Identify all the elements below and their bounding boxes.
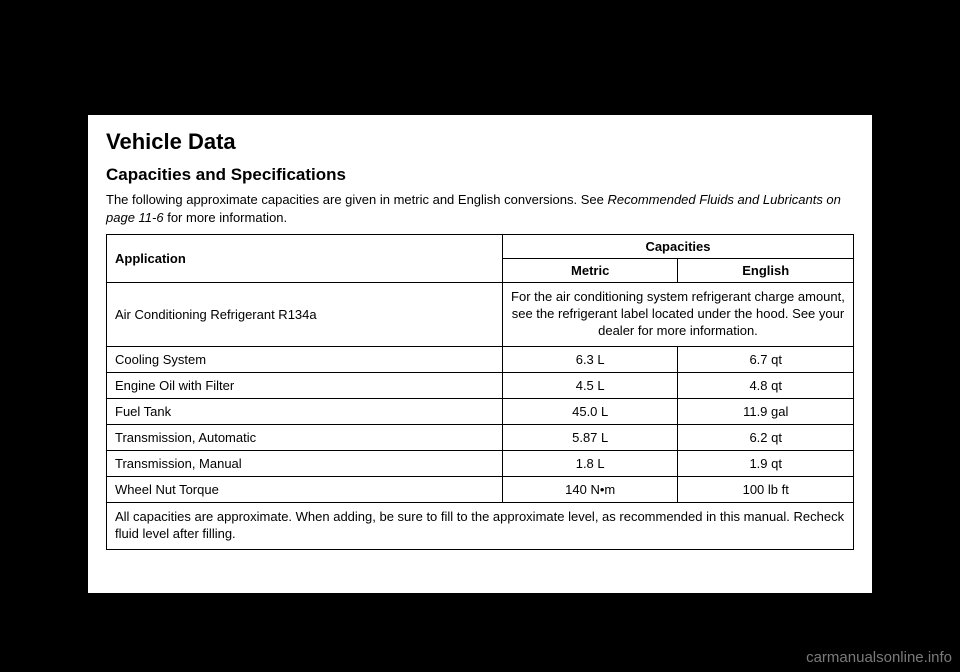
header-capacities: Capacities xyxy=(502,235,853,259)
cell-application: Engine Oil with Filter xyxy=(107,372,503,398)
table-row: Cooling System 6.3 L 6.7 qt xyxy=(107,346,854,372)
cell-metric: 1.8 L xyxy=(502,450,678,476)
watermark-text: carmanualsonline.info xyxy=(806,649,952,666)
table-footer-row: All capacities are approximate. When add… xyxy=(107,502,854,549)
intro-prefix: The following approximate capacities are… xyxy=(106,192,607,207)
table-row: Engine Oil with Filter 4.5 L 4.8 qt xyxy=(107,372,854,398)
manual-page: Vehicle Data Capacities and Specificatio… xyxy=(88,115,872,593)
cell-metric: 4.5 L xyxy=(502,372,678,398)
cell-application: Fuel Tank xyxy=(107,398,503,424)
intro-text: The following approximate capacities are… xyxy=(106,191,854,226)
cell-metric: 140 N•m xyxy=(502,476,678,502)
cell-application: Air Conditioning Refrigerant R134a xyxy=(107,283,503,347)
table-row: Air Conditioning Refrigerant R134a For t… xyxy=(107,283,854,347)
table-row: Transmission, Manual 1.8 L 1.9 qt xyxy=(107,450,854,476)
cell-english: 4.8 qt xyxy=(678,372,854,398)
cell-english: 6.2 qt xyxy=(678,424,854,450)
cell-english: 1.9 qt xyxy=(678,450,854,476)
header-english: English xyxy=(678,259,854,283)
cell-english: 6.7 qt xyxy=(678,346,854,372)
header-application: Application xyxy=(107,235,503,283)
table-header-row: Application Capacities xyxy=(107,235,854,259)
cell-application: Wheel Nut Torque xyxy=(107,476,503,502)
table-row: Wheel Nut Torque 140 N•m 100 lb ft xyxy=(107,476,854,502)
intro-suffix: for more information. xyxy=(164,210,288,225)
header-metric: Metric xyxy=(502,259,678,283)
page-title: Vehicle Data xyxy=(106,129,854,155)
cell-english: 11.9 gal xyxy=(678,398,854,424)
capacities-table: Application Capacities Metric English Ai… xyxy=(106,234,854,549)
table-row: Transmission, Automatic 5.87 L 6.2 qt xyxy=(107,424,854,450)
section-subtitle: Capacities and Specifications xyxy=(106,165,854,185)
cell-metric: 5.87 L xyxy=(502,424,678,450)
cell-application: Transmission, Automatic xyxy=(107,424,503,450)
table-row: Fuel Tank 45.0 L 11.9 gal xyxy=(107,398,854,424)
cell-metric: 6.3 L xyxy=(502,346,678,372)
cell-english: 100 lb ft xyxy=(678,476,854,502)
cell-application: Transmission, Manual xyxy=(107,450,503,476)
cell-metric: 45.0 L xyxy=(502,398,678,424)
cell-application: Cooling System xyxy=(107,346,503,372)
cell-ac-note: For the air conditioning system refriger… xyxy=(502,283,853,347)
cell-footer-note: All capacities are approximate. When add… xyxy=(107,502,854,549)
